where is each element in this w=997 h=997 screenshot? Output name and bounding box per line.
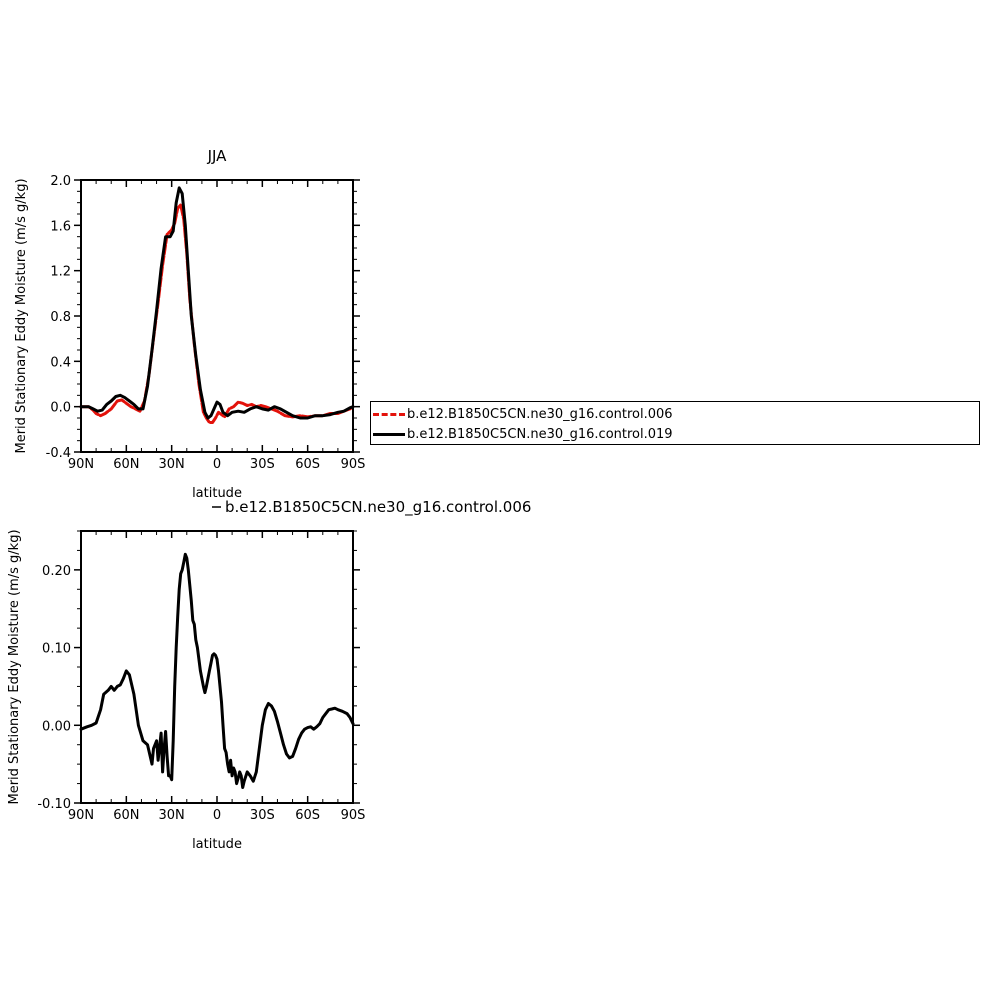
legend-label-006: b.e12.B1850C5CN.ne30_g16.control.006: [407, 406, 673, 422]
y-tick-label: 0.4: [50, 355, 71, 370]
x-tick-label: 90N: [68, 457, 94, 472]
y-tick-label: -0.10: [37, 797, 71, 812]
panel-top-series-line-1: [79, 186, 355, 420]
panel-bottom-x-axis-label: latitude: [192, 837, 242, 852]
legend-swatch-black-solid: [373, 432, 405, 436]
y-tick-label: 0.20: [42, 564, 71, 579]
legend-entry-006: b.e12.B1850C5CN.ne30_g16.control.006: [373, 404, 673, 424]
panel-bottom-title: b.e12.B1850C5CN.ne30_g16.control.006: [225, 498, 531, 517]
panel-bottom-series-line-0: [79, 552, 355, 789]
panel-top-y-axis-label: Merid Stationary Eddy Moisture (m/s g/kg…: [14, 178, 29, 453]
x-tick-label: 0: [213, 808, 221, 823]
x-tick-label: 30N: [159, 457, 185, 472]
y-tick-label: -0.4: [46, 446, 71, 461]
panel-top-plot-frame: [80, 179, 354, 453]
x-tick-label: 30S: [250, 457, 275, 472]
legend: b.e12.B1850C5CN.ne30_g16.control.006 b.e…: [370, 401, 980, 445]
panel-top-series-line-0: [79, 203, 355, 424]
x-tick-label: 90S: [341, 808, 366, 823]
panel-top: JJA Merid Stationary Eddy Moisture (m/s …: [14, 147, 365, 501]
legend-label-019: b.e12.B1850C5CN.ne30_g16.control.019: [407, 426, 673, 442]
x-tick-label: 30N: [159, 808, 185, 823]
x-tick-label: 60N: [113, 457, 139, 472]
y-tick-label: 1.6: [50, 219, 71, 234]
panel-bottom-y-axis-label: Merid Stationary Eddy Moisture (m/s g/kg…: [7, 529, 22, 804]
panel-top-title: JJA: [207, 147, 228, 165]
panel-top-ticks: [74, 179, 360, 453]
panel-bottom-plot-frame: [80, 530, 354, 804]
x-tick-label: 30S: [250, 808, 275, 823]
legend-swatch-red-dashed: [373, 412, 405, 416]
x-tick-label: 60S: [295, 457, 320, 472]
y-tick-label: 0.10: [42, 642, 71, 657]
panel-top-series-group: [79, 186, 355, 424]
y-tick-label: 0.0: [50, 401, 71, 416]
panel-top-tick-labels: 90N 60N 30N 0 30S 60S 90S -0.4 0.0 0.4 0.8 1.2 1.6 2.…: [46, 174, 366, 472]
panel-top-x-axis-label: latitude: [192, 486, 242, 501]
y-tick-label: 0.8: [50, 310, 71, 325]
x-tick-label: 90S: [341, 457, 366, 472]
x-tick-label: 90N: [68, 808, 94, 823]
x-tick-label: 60S: [295, 808, 320, 823]
panel-bottom-series-group: [79, 552, 355, 789]
panel-bottom-tick-labels: 90N 60N 30N 0 30S 60S 90S -0.10 0.00 0.10 0.20: [37, 564, 365, 823]
x-tick-label: 0: [213, 457, 221, 472]
y-tick-label: 2.0: [50, 174, 71, 189]
panel-bottom: b.e12.B1850C5CN.ne30_g16.control.006 Mer…: [7, 498, 531, 852]
y-tick-label: 0.00: [42, 719, 71, 734]
legend-entry-019: b.e12.B1850C5CN.ne30_g16.control.019: [373, 424, 673, 444]
y-tick-label: 1.2: [50, 265, 71, 280]
x-tick-label: 60N: [113, 808, 139, 823]
